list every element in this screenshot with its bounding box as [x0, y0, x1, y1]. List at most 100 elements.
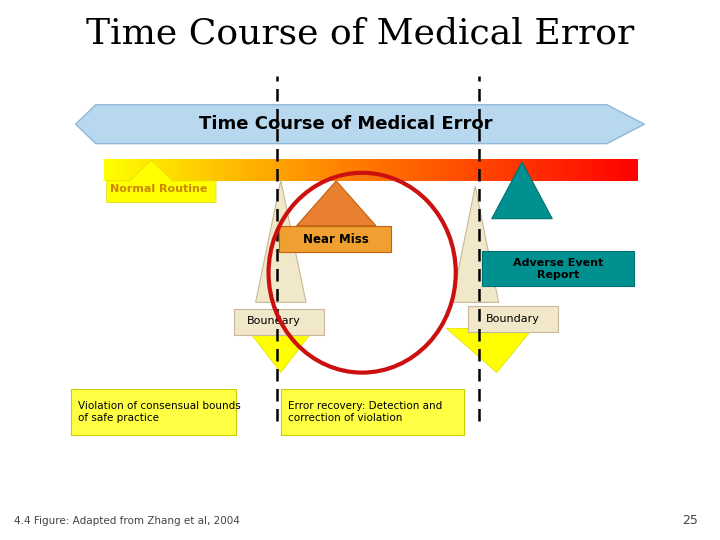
Bar [203, 159, 205, 181]
Bar [297, 159, 300, 181]
Bar [428, 159, 430, 181]
Bar [420, 159, 422, 181]
Bar [407, 159, 409, 181]
Bar [144, 159, 146, 181]
Bar [601, 159, 603, 181]
Bar [269, 159, 270, 181]
Polygon shape [492, 162, 552, 219]
FancyBboxPatch shape [279, 226, 391, 252]
Bar [155, 159, 157, 181]
Bar [166, 159, 168, 181]
Bar [356, 159, 359, 181]
Bar [163, 159, 165, 181]
Bar [490, 159, 491, 181]
Bar [246, 159, 248, 181]
Text: 4.4 Figure: Adapted from Zhang et al, 2004: 4.4 Figure: Adapted from Zhang et al, 20… [14, 516, 240, 526]
Bar [554, 159, 557, 181]
Bar [626, 159, 629, 181]
Bar [371, 159, 373, 181]
Bar [167, 159, 169, 181]
Bar [444, 159, 446, 181]
Bar [164, 159, 166, 181]
Bar [592, 159, 594, 181]
Bar [302, 159, 304, 181]
Bar [348, 159, 350, 181]
FancyBboxPatch shape [71, 389, 236, 435]
Bar [405, 159, 408, 181]
Bar [484, 159, 486, 181]
Bar [332, 159, 334, 181]
Bar [275, 159, 277, 181]
Bar [573, 159, 575, 181]
Bar [465, 159, 467, 181]
Bar [424, 159, 426, 181]
Bar [112, 159, 114, 181]
Bar [473, 159, 475, 181]
Bar [340, 159, 342, 181]
Bar [390, 159, 392, 181]
Bar [427, 159, 429, 181]
Bar [441, 159, 444, 181]
Bar [172, 159, 174, 181]
Bar [278, 159, 279, 181]
Bar [318, 159, 320, 181]
Bar [264, 159, 266, 181]
Bar [520, 159, 522, 181]
Bar [200, 159, 202, 181]
Bar [634, 159, 636, 181]
Bar [279, 159, 281, 181]
Bar [295, 159, 297, 181]
Bar [593, 159, 595, 181]
Bar [339, 159, 341, 181]
Text: Boundary: Boundary [247, 316, 300, 326]
Text: Time Course of Medical Error: Time Course of Medical Error [199, 115, 492, 133]
Bar [576, 159, 578, 181]
Bar [180, 159, 182, 181]
Bar [228, 159, 230, 181]
Bar [363, 159, 365, 181]
Bar [462, 159, 464, 181]
Bar [631, 159, 633, 181]
Bar [402, 159, 403, 181]
Bar [147, 159, 149, 181]
Bar [327, 159, 329, 181]
Bar [305, 159, 307, 181]
Bar [114, 159, 116, 181]
Bar [115, 159, 117, 181]
Bar [491, 159, 492, 181]
Bar [469, 159, 472, 181]
Bar [248, 159, 251, 181]
Polygon shape [107, 160, 216, 202]
Bar [223, 159, 225, 181]
Bar [382, 159, 384, 181]
Bar [284, 159, 287, 181]
Bar [349, 159, 351, 181]
Bar [117, 159, 120, 181]
Bar [452, 159, 454, 181]
Bar [296, 159, 298, 181]
Bar [606, 159, 608, 181]
Bar [551, 159, 553, 181]
Bar [289, 159, 292, 181]
Bar [421, 159, 423, 181]
Bar [304, 159, 306, 181]
Bar [368, 159, 370, 181]
Bar [258, 159, 260, 181]
Bar [351, 159, 353, 181]
Bar [322, 159, 323, 181]
Bar [556, 159, 558, 181]
Bar [184, 159, 186, 181]
Bar [267, 159, 269, 181]
Bar [107, 159, 109, 181]
Bar [122, 159, 124, 181]
Bar [468, 159, 470, 181]
Bar [623, 159, 625, 181]
Bar [628, 159, 630, 181]
Bar [546, 159, 549, 181]
Bar [446, 159, 447, 181]
Bar [399, 159, 401, 181]
Bar [408, 159, 410, 181]
Bar [584, 159, 586, 181]
Bar [567, 159, 569, 181]
Bar [377, 159, 379, 181]
